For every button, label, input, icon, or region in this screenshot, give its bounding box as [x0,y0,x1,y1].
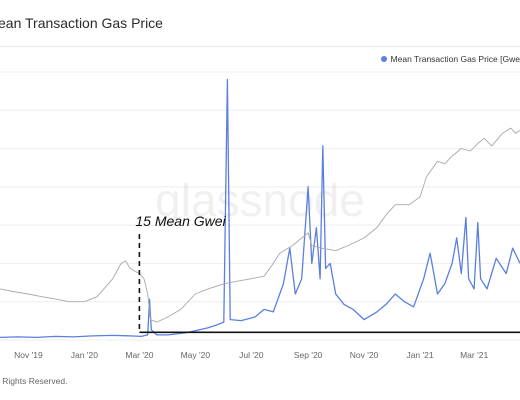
legend-marker [380,56,387,62]
annotation-label: 15 Mean Gwei [135,213,226,229]
legend-label: Mean Transaction Gas Price [Gwe [390,54,520,64]
footer-copyright: l Rights Reserved. [0,376,68,386]
series-line-price [0,127,520,323]
chart-area: glassnode 15 Mean Gwei Nov '19 Jan '20 Mar '… [0,46,520,376]
series-line-gas-price [0,78,520,339]
watermark: glassnode [155,174,365,226]
x-tick-label: Jan '20 [71,350,98,360]
x-tick-label: May '20 [181,350,211,360]
x-tick-label: Nov '20 [350,350,379,360]
chart-header: ean Transaction Gas Price [0,0,520,47]
x-tick-label: Mar '20 [125,350,153,360]
x-tick-label: Jul '20 [239,350,264,360]
legend[interactable]: Mean Transaction Gas Price [Gwe [380,54,520,64]
chart-title: ean Transaction Gas Price [0,15,163,31]
x-tick-label: Nov '19 [14,350,43,360]
x-tick-label: Sep '20 [294,350,323,360]
x-tick-label: Jan '21 [406,350,433,360]
x-tick-label: Mar '21 [460,350,488,360]
